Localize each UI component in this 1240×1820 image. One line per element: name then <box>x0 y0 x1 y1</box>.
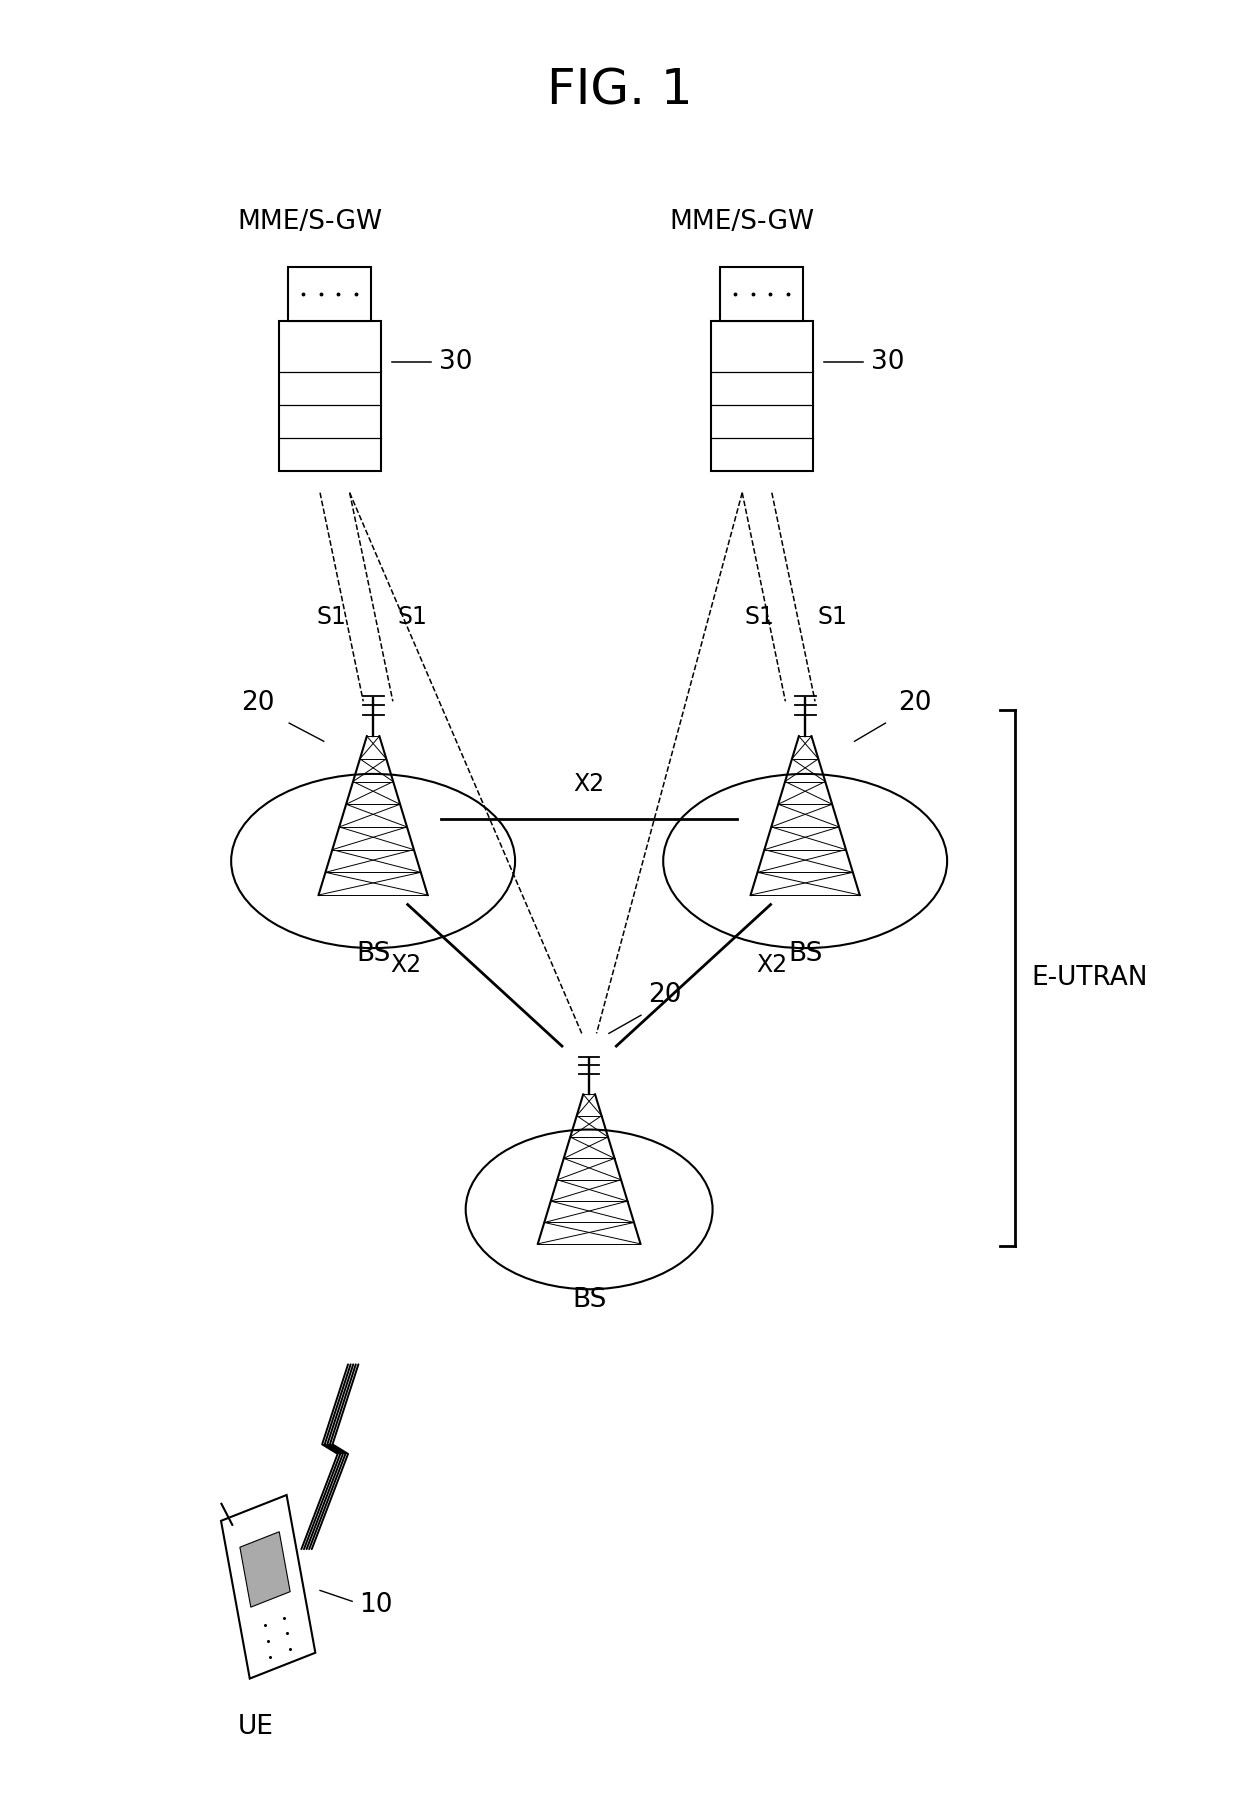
Text: MME/S-GW: MME/S-GW <box>670 209 815 235</box>
Text: BS: BS <box>572 1287 606 1314</box>
Text: S1: S1 <box>316 604 346 628</box>
Text: BS: BS <box>356 941 391 966</box>
Bar <box>720 268 804 320</box>
Text: 30: 30 <box>439 349 472 375</box>
Text: BS: BS <box>787 941 822 966</box>
Text: X2: X2 <box>756 954 787 977</box>
Bar <box>712 320 812 471</box>
Polygon shape <box>239 1532 290 1607</box>
Bar <box>289 268 372 320</box>
Text: 20: 20 <box>649 983 682 1008</box>
Text: MME/S-GW: MME/S-GW <box>237 209 382 235</box>
Text: X2: X2 <box>574 772 605 795</box>
Text: FIG. 1: FIG. 1 <box>547 66 693 115</box>
Bar <box>279 320 381 471</box>
Text: S1: S1 <box>817 604 847 628</box>
Polygon shape <box>221 1494 315 1678</box>
Text: S1: S1 <box>744 604 774 628</box>
Text: 10: 10 <box>360 1592 393 1618</box>
Text: 20: 20 <box>241 690 274 715</box>
Text: 20: 20 <box>898 690 931 715</box>
Text: UE: UE <box>238 1714 274 1740</box>
Text: X2: X2 <box>391 954 422 977</box>
Text: 30: 30 <box>870 349 904 375</box>
Text: S1: S1 <box>398 604 428 628</box>
Text: E-UTRAN: E-UTRAN <box>1032 965 1147 992</box>
